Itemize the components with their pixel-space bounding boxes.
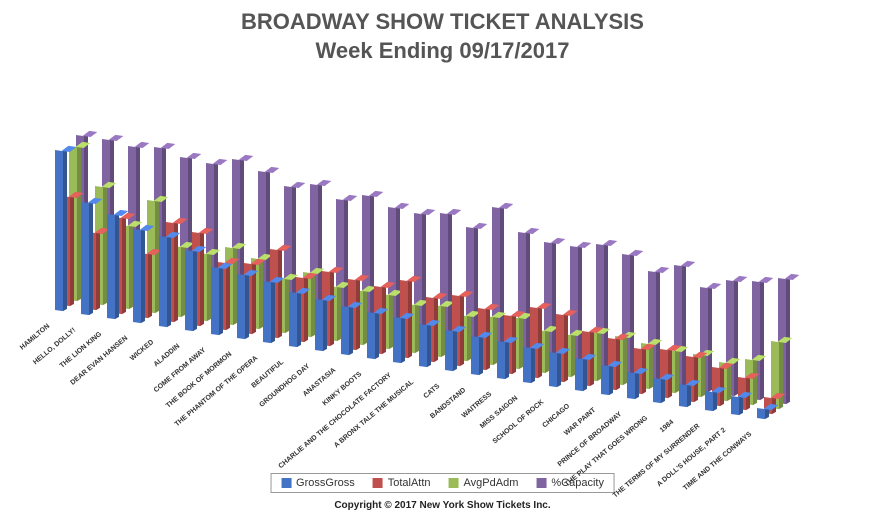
- legend-item-gross: GrossGross: [281, 477, 355, 489]
- bar-gross: [211, 267, 219, 335]
- bar-gross: [705, 391, 713, 411]
- x-axis-label: ALADDIN: [70, 343, 182, 438]
- x-axis-label: A BRONX TALE THE MUSICAL: [304, 379, 416, 474]
- bar-gross: [601, 365, 609, 395]
- x-axis-label: WICKED: [44, 339, 156, 434]
- legend-label: GrossGross: [296, 477, 355, 489]
- bar-gross: [523, 347, 531, 383]
- bar-gross: [393, 317, 401, 363]
- x-axis-label: DEAR EVAN HANSEN: [18, 335, 130, 430]
- bar-gross: [653, 378, 661, 403]
- x-axis-label: THE BOOK OF MORMON: [122, 351, 234, 446]
- bar-gross: [367, 312, 375, 360]
- x-axis-label: THE PHANTOM OF THE OPERA: [148, 355, 260, 450]
- bar-gross: [263, 281, 271, 343]
- bar-gross: [81, 202, 89, 315]
- title-line-1: BROADWAY SHOW TICKET ANALYSIS: [0, 8, 885, 37]
- bar-gross: [237, 274, 245, 339]
- bar-gross: [341, 306, 349, 355]
- x-axis-label: THE PLAY THAT GOES WRONG: [538, 415, 650, 510]
- chart-area: HAMILTONHELLO, DOLLY!THE LION KINGDEAR E…: [0, 70, 885, 450]
- bar-gross: [757, 408, 765, 419]
- bar-gross: [627, 372, 635, 399]
- bar-gross: [445, 330, 453, 371]
- title-line-2: Week Ending 09/17/2017: [0, 37, 885, 66]
- x-axis-label: CHARLIE AND THE CHOCOLATE FACTORY: [278, 375, 390, 470]
- copyright: Copyright © 2017 New York Show Tickets I…: [0, 500, 885, 511]
- bar-gross: [471, 336, 479, 376]
- bar-gross: [497, 341, 505, 379]
- x-axis-label: GROUNDHOG DAY: [200, 363, 312, 458]
- x-axis-label: BANDSTAND: [356, 387, 468, 482]
- x-axis-label: KINKY BOOTS: [252, 371, 364, 466]
- bar-gross: [575, 358, 583, 391]
- bar-gross: [159, 236, 167, 327]
- x-axis-label: WAITRESS: [382, 391, 494, 486]
- x-axis-label: BEAUTIFUL: [174, 359, 286, 454]
- bar-gross: [419, 324, 427, 367]
- chart-title: BROADWAY SHOW TICKET ANALYSIS Week Endin…: [0, 0, 885, 65]
- bar-gross: [107, 214, 115, 319]
- x-axis-label: COME FROM AWAY: [96, 347, 208, 442]
- x-axis-label: CATS: [330, 383, 442, 478]
- chart-plot: HAMILTONHELLO, DOLLY!THE LION KINGDEAR E…: [0, 70, 885, 450]
- legend-swatch: [281, 478, 291, 488]
- bar-gross: [289, 292, 297, 348]
- bar-gross: [679, 384, 687, 408]
- bar-gross: [731, 396, 739, 415]
- bar-gross: [549, 352, 557, 387]
- x-axis-label: TIME AND THE CONWAYS: [642, 431, 754, 526]
- bar-gross: [55, 150, 63, 311]
- bar-gross: [185, 250, 193, 331]
- bar-gross: [133, 229, 141, 323]
- bar-gross: [315, 299, 323, 351]
- x-axis-label: ANASTASIA: [226, 367, 338, 462]
